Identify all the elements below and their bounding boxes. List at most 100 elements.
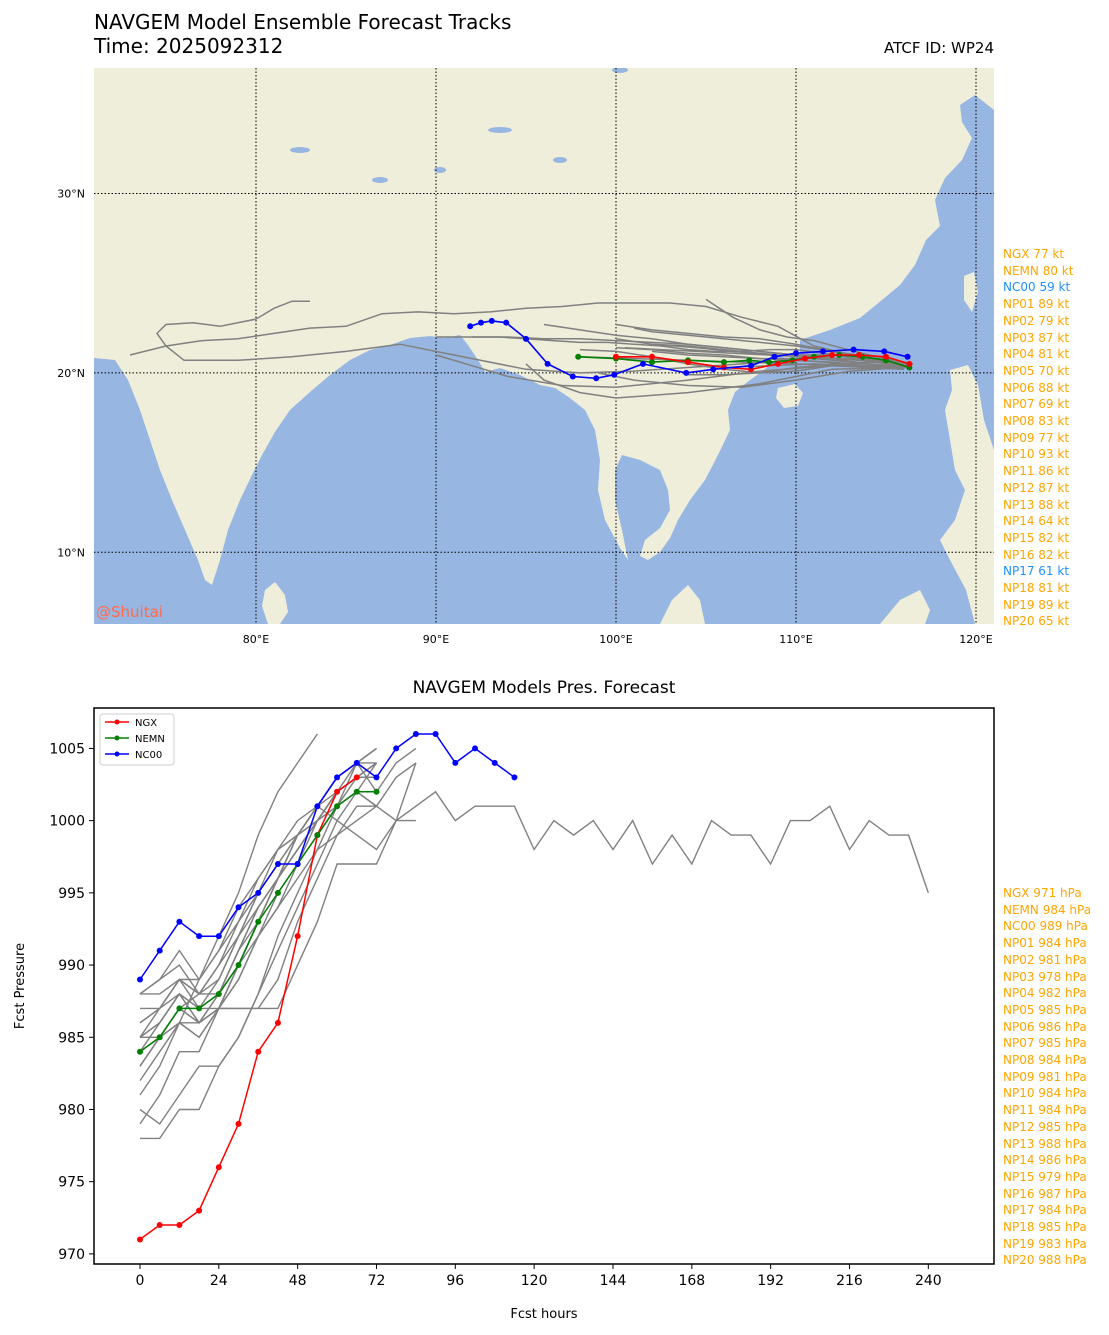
track-point-ngx [856, 351, 862, 358]
pressure-axes-frame [93, 707, 995, 1265]
pressure-label: NP05 985 hPa [1003, 1002, 1087, 1017]
land-sri-lanka [262, 582, 288, 624]
pressure-label: NP06 986 hPa [1003, 1019, 1087, 1034]
pressure-point-ngx [334, 788, 341, 795]
member-track [543, 323, 905, 371]
intensity-label: NP15 82 kt [1003, 530, 1070, 545]
pressure-point-nc00 [334, 774, 341, 781]
pressure-legend: NGX NEMN NC00 [99, 713, 175, 766]
pressure-label: NP08 984 hPa [1003, 1053, 1087, 1068]
track-point-nc00 [488, 317, 495, 324]
atcf-id: ATCF ID: WP24 [883, 39, 994, 57]
pressure-point-ngx [353, 774, 360, 781]
pressure-label: NP11 984 hPa [1003, 1103, 1087, 1118]
pressure-point-nc00 [393, 745, 400, 752]
pressure-point-nemn [353, 788, 360, 795]
member-track [624, 347, 910, 367]
pressure-line-nc00 [139, 733, 515, 980]
pressure-label: NP02 981 hPa [1003, 952, 1087, 967]
pressure-point-nemn [215, 990, 222, 997]
y-tick-label: 980 [58, 1102, 85, 1118]
track-point-nc00 [467, 323, 474, 330]
x-tick-label: 0 [136, 1273, 145, 1289]
intensity-label: NP20 65 kt [1003, 614, 1070, 629]
pressure-point-nc00 [215, 933, 222, 940]
intensity-label: NEMN 80 kt [1003, 263, 1074, 278]
watermark: @Shuitai [96, 603, 163, 621]
pressure-point-nc00 [511, 774, 518, 781]
pressure-point-ngx [274, 1019, 281, 1026]
land-malay [660, 585, 705, 624]
pressure-label: NP01 984 hPa [1003, 936, 1087, 951]
pressure-label: NP03 978 hPa [1003, 969, 1087, 984]
x-tick-label: 192 [757, 1273, 784, 1289]
pressure-main-series [136, 730, 518, 1243]
track-point-nc00 [523, 335, 529, 342]
x-tick-label: 168 [678, 1273, 705, 1289]
pressure-label: NP18 985 hPa [1003, 1220, 1087, 1235]
member-pressure-line [139, 733, 318, 1096]
x-tick-label: 24 [210, 1273, 228, 1289]
pressure-label: NP17 984 hPa [1003, 1203, 1087, 1218]
legend-label-nemn: NEMN [135, 734, 165, 745]
pressure-point-nemn [156, 1034, 163, 1041]
chart-title: NAVGEM Model Ensemble Forecast Tracks [94, 10, 512, 34]
intensity-label: NP02 79 kt [1003, 313, 1070, 328]
x-tick-label: 72 [368, 1273, 386, 1289]
map-lat-tick-labels: 30°N 20°N 10°N [57, 188, 85, 560]
pressure-point-ngx [176, 1222, 183, 1229]
track-point-ngx [829, 351, 835, 358]
track-point-nc00 [593, 375, 600, 382]
map-lon-tick: 110°E [779, 633, 812, 646]
pressure-label-list: NGX 971 hPa NEMN 984 hPa NC00 989 hPa NP01 … [1003, 885, 1091, 1269]
track-point-ngx [775, 360, 781, 367]
intensity-label: NP16 82 kt [1003, 547, 1070, 562]
member-pressure-line [139, 762, 377, 1125]
pressure-point-nemn [334, 803, 341, 810]
intensity-label: NP05 70 kt [1003, 363, 1070, 378]
track-point-nc00 [748, 362, 754, 369]
pressure-label: NC00 989 hPa [1003, 919, 1088, 934]
chart-time: Time: 2025092312 [94, 34, 284, 58]
track-point-nc00 [503, 319, 510, 326]
pressure-label: NP14 986 hPa [1003, 1153, 1087, 1168]
y-tick-label: 985 [58, 1030, 85, 1046]
intensity-label: NP03 87 kt [1003, 330, 1070, 345]
pressure-point-nemn [255, 918, 262, 925]
y-tick-label: 995 [58, 886, 85, 902]
pressure-y-ticks: 970 975 980 985 990 995 1000 1005 [49, 741, 94, 1263]
legend-label-nc00: NC00 [135, 750, 162, 761]
intensity-label: NP10 93 kt [1003, 447, 1070, 462]
pressure-label: NP07 985 hPa [1003, 1036, 1087, 1051]
x-tick-label: 240 [915, 1273, 942, 1289]
pressure-label: NP12 985 hPa [1003, 1119, 1087, 1134]
pressure-point-nc00 [136, 976, 143, 983]
pressure-point-nemn [373, 788, 380, 795]
pressure-point-nemn [136, 1048, 143, 1055]
intensity-label: NP06 88 kt [1003, 380, 1070, 395]
map-lon-tick: 90°E [423, 633, 449, 646]
pressure-point-nc00 [353, 759, 360, 766]
track-point-nc00 [793, 350, 799, 357]
pressure-point-nc00 [314, 803, 321, 810]
intensity-label: NP09 77 kt [1003, 430, 1070, 445]
member-pressure-line [140, 747, 377, 1140]
member-track [597, 366, 905, 389]
land-taiwan [964, 272, 978, 312]
pressure-point-nc00 [176, 918, 183, 925]
track-point-nemn [721, 359, 727, 366]
pressure-member-series [139, 733, 929, 1140]
intensity-label: NP04 81 kt [1003, 347, 1070, 362]
x-tick-label: 48 [289, 1273, 307, 1289]
map-lon-tick: 120°E [959, 633, 992, 646]
track-point-nc00 [850, 346, 857, 353]
intensity-label: NP01 89 kt [1003, 297, 1070, 312]
track-point-ngx [906, 360, 913, 367]
track-point-ngx [802, 355, 808, 362]
track-point-nc00 [881, 348, 888, 355]
track-point-nc00 [544, 360, 551, 367]
y-tick-label: 990 [58, 958, 85, 974]
member-track [525, 363, 908, 399]
track-point-nc00 [478, 319, 484, 326]
